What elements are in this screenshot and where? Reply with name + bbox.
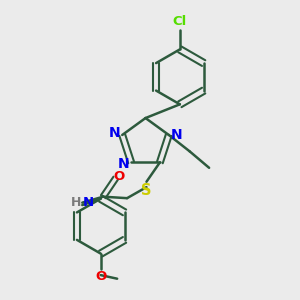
Text: N: N	[118, 157, 130, 171]
Text: N: N	[109, 127, 121, 140]
Text: Cl: Cl	[173, 16, 187, 28]
Text: O: O	[114, 170, 125, 183]
Text: N: N	[170, 128, 182, 142]
Text: O: O	[95, 270, 106, 283]
Text: S: S	[141, 183, 152, 198]
Text: H: H	[70, 196, 81, 209]
Text: N: N	[83, 196, 94, 208]
